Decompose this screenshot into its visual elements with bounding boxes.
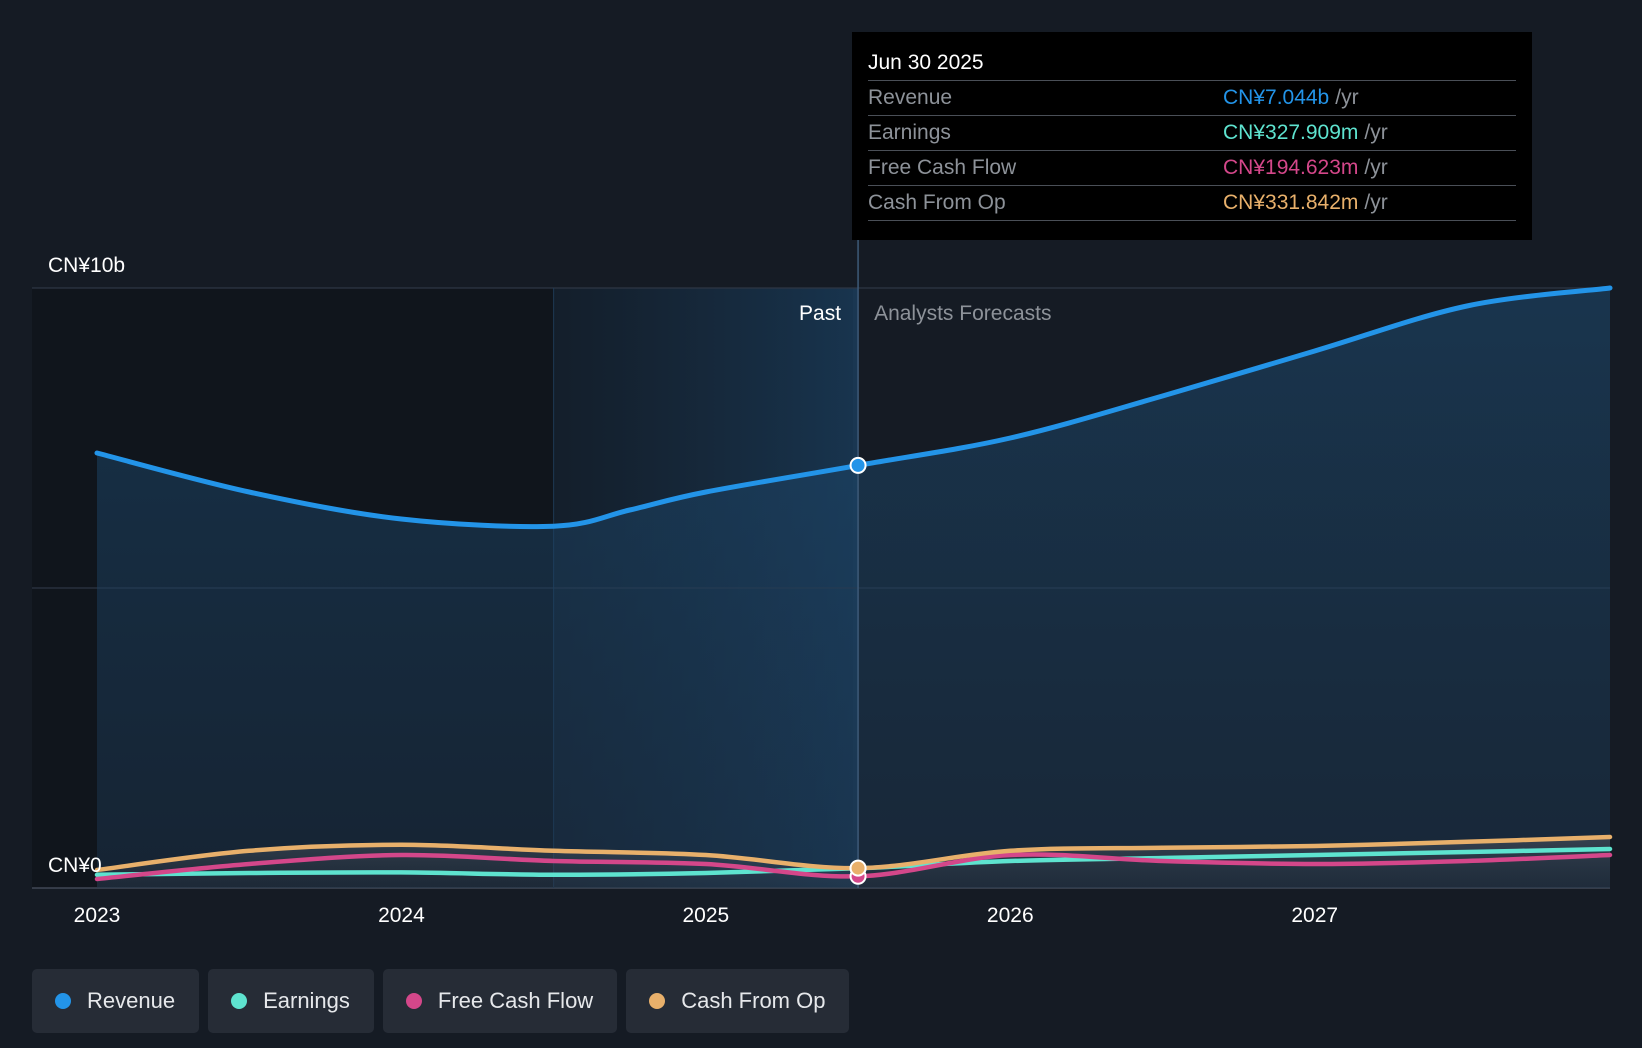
tooltip-value: CN¥327.909m (1223, 121, 1359, 144)
legend-item-free-cash-flow[interactable]: Free Cash Flow (382, 969, 618, 1033)
past-label: Past (799, 302, 841, 325)
tooltip-date: Jun 30 2025 (868, 48, 1516, 81)
legend-item-earnings[interactable]: Earnings (208, 969, 374, 1033)
legend-label: Earnings (263, 988, 350, 1013)
x-tick-label: 2025 (682, 904, 729, 927)
y-axis-bottom-label: CN¥0 (48, 854, 102, 877)
tooltip-unit: /yr (1364, 121, 1388, 144)
legend-item-revenue[interactable]: Revenue (32, 969, 200, 1033)
tooltip-unit: /yr (1364, 156, 1388, 179)
legend-label: Revenue (87, 988, 176, 1013)
y-axis-top-label: CN¥10b (48, 254, 125, 277)
legend-item-cash-from-op[interactable]: Cash From Op (626, 969, 850, 1033)
legend-dot-icon (231, 993, 248, 1009)
series-line-revenue (94, 285, 1613, 530)
tooltip-label: Free Cash Flow (868, 156, 1017, 179)
legend-label: Free Cash Flow (437, 988, 594, 1013)
tooltip-label: Cash From Op (868, 191, 1006, 214)
hover-markers (849, 456, 867, 885)
marker-cfo (849, 859, 867, 877)
chart-legend: Revenue Earnings Free Cash Flow Cash Fro… (32, 969, 850, 1033)
tooltip-unit: /yr (1335, 86, 1359, 109)
tooltip-row-cash-from-op: Cash From Op CN¥331.842m /yr (868, 186, 1516, 221)
tooltip-row-earnings: Earnings CN¥327.909m /yr (868, 116, 1516, 151)
tooltip-label: Revenue (868, 86, 953, 109)
forecast-label: Analysts Forecasts (874, 302, 1051, 325)
tooltip-value: CN¥194.623m (1223, 156, 1359, 179)
revenue-area (97, 288, 1610, 888)
marker-revenue (849, 456, 867, 474)
x-tick-label: 2024 (378, 904, 425, 927)
tooltip-value: CN¥7.044b (1223, 86, 1330, 109)
hover-tooltip: Jun 30 2025 Revenue CN¥7.044b /yr Earnin… (852, 32, 1532, 240)
tooltip-row-free-cash-flow: Free Cash Flow CN¥194.623m /yr (868, 151, 1516, 186)
legend-dot-icon (649, 993, 666, 1009)
legend-dot-icon (55, 993, 71, 1009)
x-tick-label: 2027 (1291, 904, 1338, 927)
tooltip-unit: /yr (1364, 191, 1388, 214)
tooltip-row-revenue: Revenue CN¥7.044b /yr (868, 81, 1516, 116)
legend-label: Cash From Op (681, 988, 826, 1013)
x-axis-ticks: 2023 2024 2025 2026 2027 (74, 904, 1338, 927)
x-tick-label: 2023 (74, 904, 121, 927)
tooltip-label: Earnings (868, 121, 951, 144)
x-tick-label: 2026 (987, 904, 1034, 927)
legend-dot-icon (405, 993, 422, 1009)
tooltip-value: CN¥331.842m (1223, 191, 1359, 214)
